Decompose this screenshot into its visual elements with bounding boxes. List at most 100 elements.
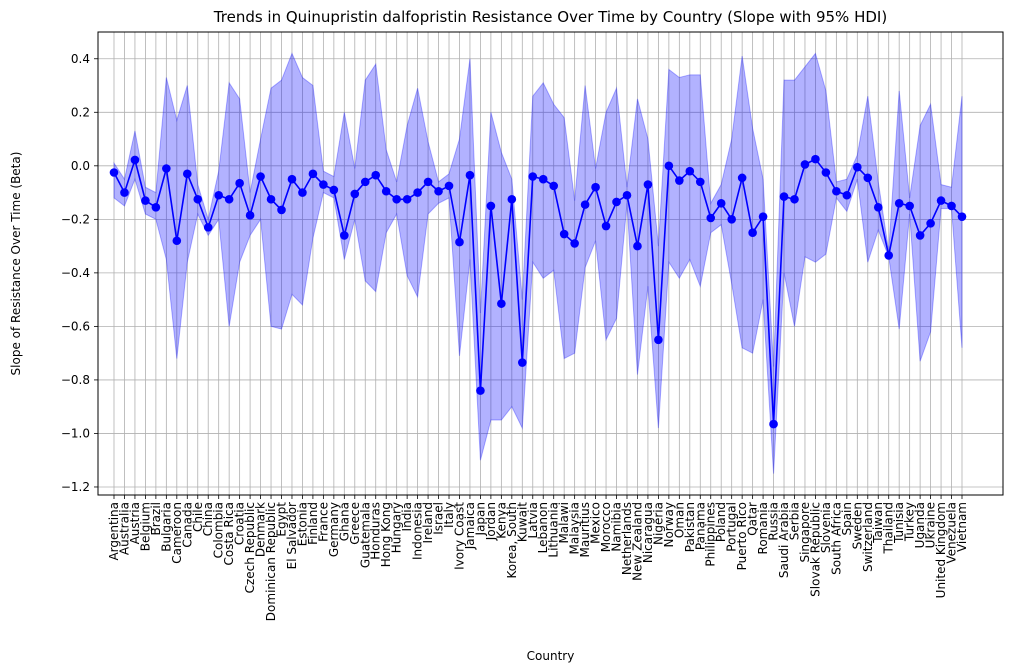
slope-point [549, 181, 559, 191]
slope-point [591, 182, 600, 192]
slope-point [130, 155, 140, 165]
slope-point [936, 196, 946, 205]
x-tick-label: Thailand [882, 502, 896, 555]
slope-point [695, 177, 705, 187]
slope-point [308, 169, 318, 179]
x-axis-ticks: ArgentinaAustraliaAustriaBelgiumBrazilBu… [107, 495, 969, 621]
slope-point [360, 177, 370, 187]
y-tick-label: −0.4 [61, 266, 90, 280]
slope-point [423, 177, 433, 187]
x-tick-label: Croatia [233, 502, 247, 545]
x-tick-label: Malaysia [568, 502, 582, 554]
x-tick-label: Turkey [903, 502, 917, 542]
x-tick-label: Australia [117, 502, 131, 555]
slope-point [790, 194, 799, 204]
slope-point [863, 173, 873, 183]
slope-point [737, 173, 747, 183]
x-tick-label: Switzerland [861, 502, 875, 572]
slope-point [538, 174, 548, 184]
x-tick-label: India [400, 502, 414, 531]
slope-point [706, 213, 716, 223]
x-tick-label: Spain [840, 502, 854, 536]
slope-point [926, 219, 935, 228]
slope-point [517, 358, 527, 367]
x-tick-label: Latvia [526, 502, 540, 539]
slope-point [245, 211, 255, 220]
x-tick-label: Honduras [369, 502, 383, 560]
x-tick-label: Korea, South [505, 502, 519, 579]
slope-point [811, 154, 820, 164]
slope-point [235, 178, 244, 188]
slope-point [350, 189, 360, 199]
x-tick-label: Romania [756, 502, 770, 554]
slope-point [319, 180, 328, 189]
slope-point [769, 419, 778, 429]
x-tick-label: Ghana [337, 502, 351, 541]
slope-point [821, 168, 831, 177]
slope-point [884, 251, 894, 260]
slope-point [633, 241, 642, 251]
x-tick-label: Greece [348, 502, 362, 545]
x-tick-label: Malawi [557, 502, 571, 544]
x-tick-label: Slovak Republic [808, 502, 822, 597]
chart-title: Trends in Quinupristin dalfopristin Resi… [213, 8, 887, 26]
x-tick-label: Egypt [275, 502, 289, 537]
x-tick-label: Mexico [589, 502, 603, 544]
x-tick-label: Namibia [610, 502, 624, 552]
y-tick-label: 0.0 [71, 159, 90, 173]
x-tick-label: Portugal [725, 502, 739, 552]
x-tick-label: Puerto Rico [735, 502, 749, 570]
x-tick-label: Indonesia [411, 502, 425, 560]
x-tick-label: Jamaica [463, 502, 477, 550]
y-axis-ticks: 0.4 0.2 0.0 −0.2 −0.4 −0.6 −0.8 −1.0 −1.2 [61, 52, 98, 494]
x-tick-label: Bulgaria [159, 502, 173, 552]
x-tick-label: Uganda [913, 502, 927, 548]
slope-point [444, 181, 454, 191]
slope-point [392, 194, 401, 204]
x-tick-label: Austria [128, 502, 142, 544]
x-tick-label: Belgium [138, 502, 152, 551]
plot-frame [97, 31, 1004, 496]
x-tick-label: Canada [180, 502, 194, 548]
x-tick-label: Lithuania [547, 502, 561, 558]
slope-point [340, 231, 349, 240]
y-tick-label: 0.2 [71, 105, 90, 119]
x-tick-label: Ivory Coast [452, 502, 466, 570]
x-tick-label: Lebanon [536, 502, 550, 553]
x-tick-label: Saudi Arabia [777, 502, 791, 578]
slope-line-layer [113, 157, 963, 425]
slope-point [643, 180, 653, 189]
slope-point [905, 201, 914, 211]
slope-point [214, 190, 223, 200]
x-tick-label: Kenya [494, 502, 508, 539]
slope-point [947, 201, 956, 211]
slope-point [266, 194, 276, 204]
x-tick-label: Kuwait [515, 502, 529, 542]
x-tick-label: Mauritius [578, 502, 592, 557]
slope-point [497, 299, 506, 308]
slope-point [413, 188, 422, 197]
slope-point [716, 198, 726, 208]
x-tick-label: El Salvador [285, 502, 299, 569]
slope-point [915, 231, 925, 240]
x-tick-label: Serbia [787, 502, 801, 540]
slope-point [120, 188, 129, 197]
x-tick-label: Pakistan [683, 502, 697, 552]
slope-point [193, 194, 203, 204]
x-tick-label: Finland [306, 502, 320, 545]
slope-point [507, 194, 517, 204]
slope-point [172, 236, 182, 246]
x-tick-label: Hong Kong [379, 502, 393, 567]
slope-point [224, 194, 234, 204]
slope-point [298, 188, 307, 197]
slope-point [601, 221, 611, 231]
slope-point [287, 174, 297, 184]
slope-point [664, 161, 674, 171]
x-tick-label: Cameroon [170, 502, 184, 564]
x-tick-label: Denmark [254, 502, 268, 557]
x-tick-label: France [316, 502, 330, 542]
x-tick-label: United Kingdom [934, 502, 948, 598]
slope-point [654, 335, 663, 345]
hdi-band [113, 52, 963, 474]
